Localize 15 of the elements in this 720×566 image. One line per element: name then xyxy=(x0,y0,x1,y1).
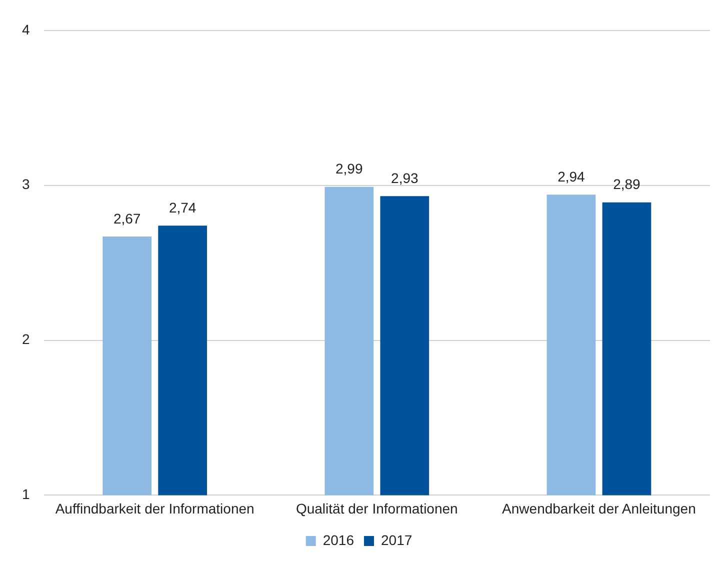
legend-label: 2016 xyxy=(322,532,354,548)
legend-label: 2017 xyxy=(381,532,412,548)
data-label: 2,94 xyxy=(558,168,586,184)
y-tick-label: 3 xyxy=(22,176,30,192)
data-label: 2,99 xyxy=(336,160,363,177)
y-tick-label: 1 xyxy=(22,486,30,502)
y-tick-label: 4 xyxy=(22,21,30,38)
data-label: 2,67 xyxy=(113,210,141,226)
data-label: 2,93 xyxy=(391,170,418,186)
data-label: 2,89 xyxy=(613,176,641,192)
x-tick-label: Anwendbarkeit der Anleitungen xyxy=(502,500,696,516)
x-tick-label: Qualität der Informationen xyxy=(296,500,458,516)
data-label: 2,74 xyxy=(168,199,196,216)
x-tick-label: Auffindbarkeit der Informationen xyxy=(55,500,254,516)
y-tick-label: 2 xyxy=(22,331,30,348)
